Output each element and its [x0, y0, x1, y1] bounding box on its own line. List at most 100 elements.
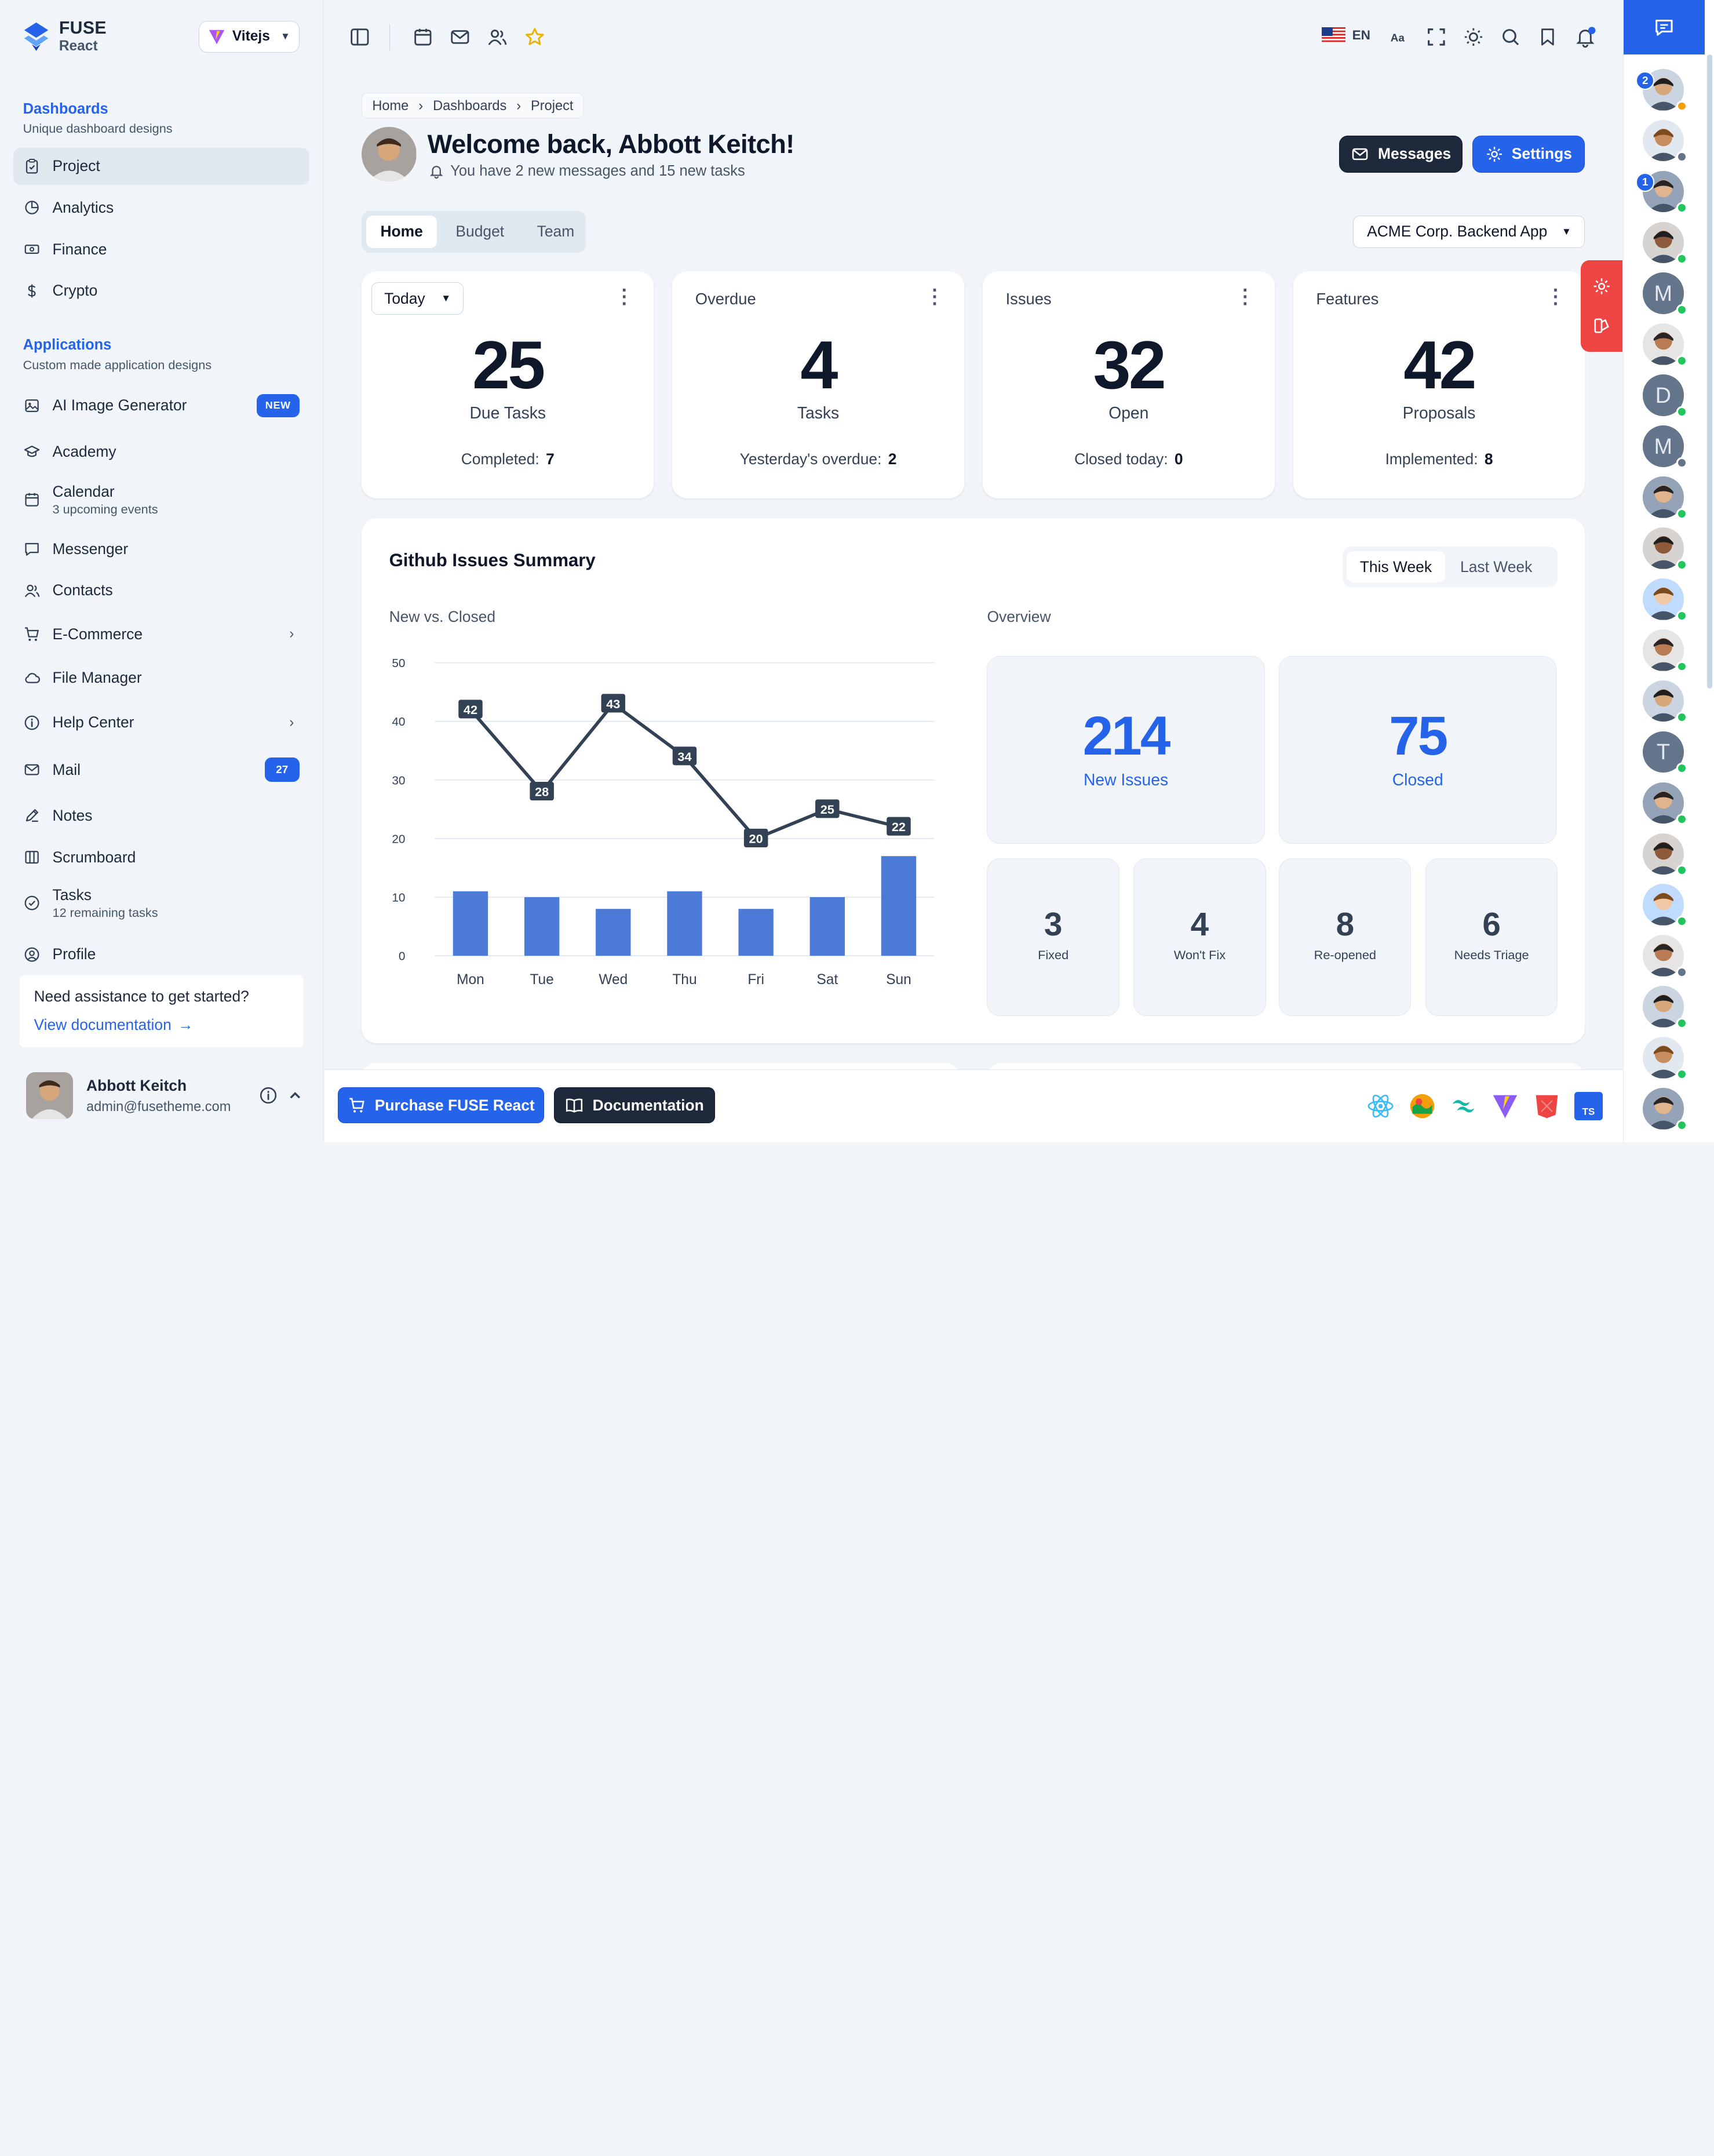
framework-selector[interactable]: Vitejs ▼ [199, 20, 300, 53]
purchase-button[interactable]: Purchase FUSE React [337, 1087, 545, 1124]
sidebar-item-text: Help Center [53, 713, 134, 731]
check-circle-icon [24, 895, 39, 911]
bar-thu [667, 891, 703, 956]
sidebar-item-contacts[interactable]: Contacts [13, 572, 309, 609]
contact-avatar[interactable] [1642, 680, 1684, 722]
contact-avatar[interactable] [1642, 782, 1684, 824]
more-vertical-icon[interactable]: ⋮ [1235, 286, 1255, 308]
project-selector[interactable]: ACME Corp. Backend App ▼ [1353, 215, 1585, 249]
status-indicator [1676, 814, 1687, 825]
sidebar-item-text: Contacts [53, 581, 113, 599]
y-tick-label: 30 [392, 774, 406, 787]
tab-budget[interactable]: Budget [455, 223, 505, 241]
sidebar-item-finance[interactable]: Finance [13, 231, 309, 268]
data-label-box [744, 828, 768, 847]
info-icon[interactable] [259, 1086, 278, 1105]
search-icon[interactable] [1500, 26, 1522, 48]
swatch-icon[interactable] [1592, 316, 1611, 335]
bell-icon[interactable] [1574, 26, 1596, 48]
sidebar-item-project[interactable]: Project [13, 147, 309, 185]
chevron-up-icon[interactable] [289, 1089, 302, 1102]
kpi-footer: Completed: 7 [362, 450, 654, 468]
breadcrumb-home[interactable]: Home [372, 97, 409, 113]
messages-button[interactable]: Messages [1339, 135, 1463, 173]
topbar: EN Aa [324, 0, 1624, 75]
sidebar-item-help-center[interactable]: Help Center › [13, 704, 309, 741]
sidebar-item-calendar[interactable]: Calendar 3 upcoming events [13, 478, 309, 521]
pencil-icon [25, 809, 38, 822]
sidebar-item-text: Crypto [53, 282, 98, 300]
sidebar-item-text: E-Commerce [53, 625, 143, 643]
documentation-button[interactable]: Documentation [554, 1087, 715, 1124]
bar-sat [810, 897, 845, 956]
dashboard-tabs: Home Budget Team [362, 211, 586, 253]
tab-this-week[interactable]: This Week [1347, 551, 1445, 583]
view-documentation-link[interactable]: View documentation → [34, 1016, 289, 1034]
gear-icon[interactable] [1592, 277, 1611, 296]
bar-fri [738, 908, 774, 956]
sidebar-item-label: Help Center [52, 713, 134, 731]
brand-sub: React [59, 38, 98, 54]
sidebar-item-crypto[interactable]: Crypto [13, 272, 309, 309]
sun-icon[interactable] [1463, 26, 1485, 48]
more-vertical-icon[interactable]: ⋮ [924, 286, 944, 308]
settings-button[interactable]: Settings [1472, 135, 1585, 173]
typescript-icon: TS [1574, 1091, 1603, 1120]
chevron-right-icon: › [289, 714, 294, 730]
sidebar-item-scrumboard[interactable]: Scrumboard [13, 839, 309, 876]
kpi-footer-value: 7 [546, 450, 555, 468]
tab-last-week[interactable]: Last Week [1460, 558, 1533, 576]
sidebar-item-e-commerce[interactable]: E-Commerce › [13, 616, 309, 653]
status-indicator [1676, 763, 1687, 774]
kpi-footer-label: Implemented: [1385, 450, 1478, 468]
more-vertical-icon[interactable]: ⋮ [614, 286, 634, 308]
overview-label: Won't Fix [1173, 947, 1226, 962]
sidebar-item-profile[interactable]: Profile [13, 936, 309, 973]
star-icon[interactable] [524, 26, 546, 48]
welcome-subtitle: You have 2 new messages and 15 new tasks [429, 163, 745, 180]
more-vertical-icon[interactable]: ⋮ [1545, 286, 1566, 308]
language-selector[interactable]: EN [1321, 27, 1370, 44]
data-label: 42 [464, 702, 477, 717]
sidebar-toggle-icon[interactable] [349, 26, 371, 48]
tab-home[interactable]: Home [366, 215, 437, 249]
sidebar-item-analytics[interactable]: Analytics [13, 189, 309, 226]
period-select[interactable]: Today ▼ [371, 282, 464, 315]
fullscreen-icon[interactable] [1425, 26, 1447, 48]
sidebar-item-label: Calendar [52, 482, 115, 500]
bookmark-icon[interactable] [1537, 26, 1559, 48]
status-indicator [1676, 916, 1687, 927]
chat-toggle-button[interactable] [1624, 0, 1705, 55]
breadcrumb: Home › Dashboards › Project [362, 93, 584, 118]
sidebar-item-ai-image-generator[interactable]: AI Image Generator NEW [13, 387, 309, 424]
sidebar-item-tasks[interactable]: Tasks 12 remaining tasks [13, 882, 309, 925]
vite-icon [1493, 1095, 1518, 1118]
tab-team[interactable]: Team [537, 223, 575, 241]
user-menu[interactable]: Abbott Keitch admin@fusetheme.com [26, 1072, 310, 1120]
scrollbar[interactable] [1706, 54, 1713, 689]
users-icon[interactable] [486, 26, 508, 48]
divider [389, 24, 391, 50]
breadcrumb-dashboards[interactable]: Dashboards [433, 97, 507, 113]
sidebar-item-messenger[interactable]: Messenger [13, 530, 309, 567]
brand-logo[interactable]: FUSE React [22, 19, 107, 54]
data-label: 20 [749, 831, 763, 846]
overview-value: 8 [1336, 905, 1355, 942]
mail-icon[interactable] [449, 26, 471, 48]
image-icon [24, 399, 39, 412]
sidebar-item-text: Analytics [53, 199, 114, 217]
contact-avatar[interactable]: M [1642, 272, 1684, 315]
sidebar-item-file-manager[interactable]: File Manager [13, 660, 309, 697]
kpi-value: 4 [800, 326, 838, 403]
sidebar-item-mail[interactable]: Mail 27 [13, 751, 309, 788]
font-size-icon[interactable]: Aa [1388, 26, 1410, 48]
bar-tue [524, 897, 560, 956]
contact-avatar[interactable] [1642, 833, 1684, 875]
overview-value: 3 [1044, 905, 1063, 942]
sidebar-item-academy[interactable]: Academy [13, 433, 309, 470]
framework-label: Vitejs [232, 28, 270, 45]
calendar-icon[interactable] [412, 26, 434, 48]
sidebar-item-notes[interactable]: Notes [13, 797, 309, 834]
x-tick-label: Wed [599, 972, 628, 988]
kpi-label: Due Tasks [469, 403, 546, 423]
